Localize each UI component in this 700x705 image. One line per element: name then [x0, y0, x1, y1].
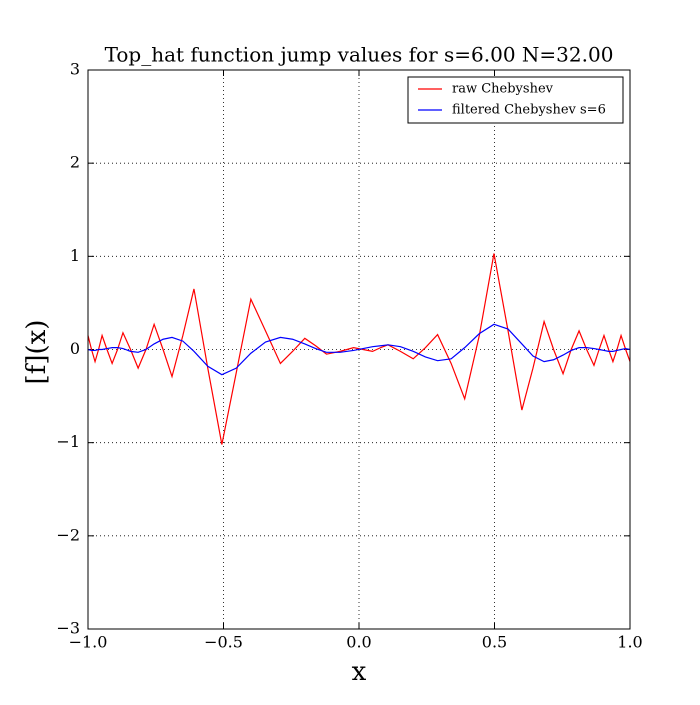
x-tick-label: 1.0: [617, 633, 642, 652]
legend: raw Chebyshev filtered Chebyshev s=6: [407, 76, 624, 124]
chart-title: Top_hat function jump values for s=6.00 …: [105, 43, 614, 67]
y-tick-label: 3: [70, 60, 80, 79]
y-tick-label: −1: [56, 432, 80, 451]
y-tick-label: −2: [56, 525, 80, 544]
y-tick-label: 2: [70, 153, 80, 172]
x-tick-label: −1.0: [69, 633, 108, 652]
x-axis-label: x: [352, 657, 367, 687]
plot-frame: [87, 69, 631, 630]
legend-label: filtered Chebyshev s=6: [452, 103, 606, 118]
data-line: [87, 253, 631, 445]
y-tick-label: −3: [56, 619, 80, 638]
data-line: [87, 323, 631, 376]
x-tick-label: 0.0: [346, 633, 371, 652]
x-tick-label: 0.5: [482, 633, 507, 652]
y-axis-label: [f](x): [22, 320, 52, 385]
y-tick-label: 1: [70, 246, 80, 265]
legend-box: [407, 76, 624, 124]
y-tick-label: 0: [70, 339, 80, 358]
legend-label: raw Chebyshev: [452, 82, 554, 97]
x-tick-label: −0.5: [204, 633, 243, 652]
